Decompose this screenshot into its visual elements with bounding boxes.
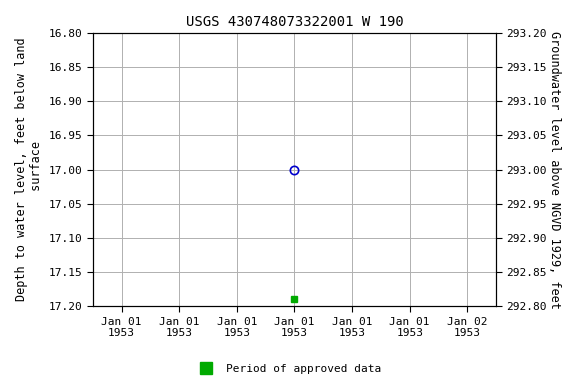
Y-axis label: Groundwater level above NGVD 1929, feet: Groundwater level above NGVD 1929, feet [548, 31, 561, 308]
Y-axis label: Depth to water level, feet below land
 surface: Depth to water level, feet below land su… [15, 38, 43, 301]
Legend: Period of approved data: Period of approved data [191, 359, 385, 379]
Title: USGS 430748073322001 W 190: USGS 430748073322001 W 190 [185, 15, 403, 29]
